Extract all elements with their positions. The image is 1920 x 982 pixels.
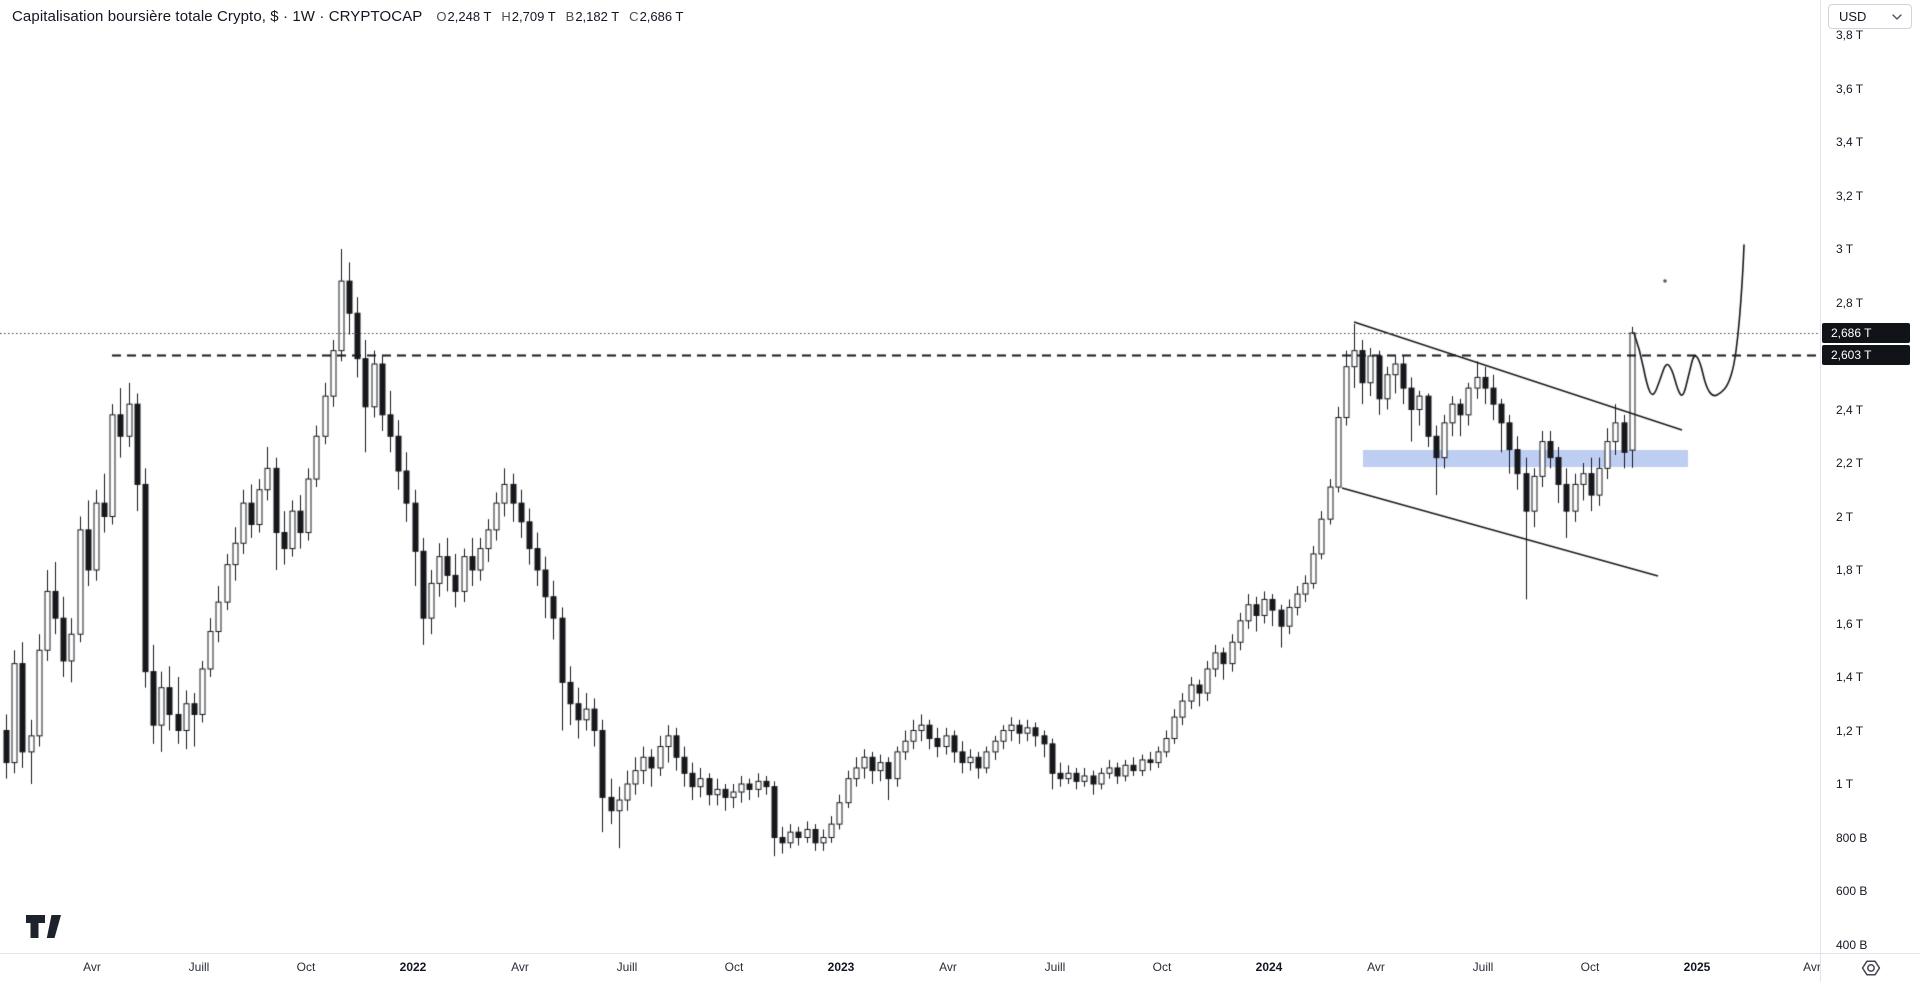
time-tick-label: 2023 [827, 960, 855, 974]
time-tick-label: Juill [1472, 960, 1494, 974]
price-tick-label: 3 T [1836, 242, 1854, 256]
chevron-down-icon [1892, 13, 1902, 20]
price-tick-label: 2,2 T [1836, 456, 1864, 470]
price-tick-label: 1,8 T [1836, 563, 1864, 577]
chart-pane[interactable] [0, 0, 1820, 953]
price-tick-label: 400 B [1836, 938, 1868, 952]
chart-title: Capitalisation boursière totale Crypto, … [12, 8, 423, 25]
price-tick-label: 1,2 T [1836, 724, 1864, 738]
time-axis[interactable]: Avr Juill Oct 2022 Avr Juill Oct 2023 Avr Juill Oc… [0, 953, 1820, 982]
price-tick-label: 1,4 T [1836, 670, 1864, 684]
time-tick-label: Avr [939, 960, 957, 974]
time-tick-label: Juill [616, 960, 638, 974]
ohlc-values: O 2,248 T H 2,709 T B 2,182 T C 2,686 T [436, 9, 683, 24]
price-tick-label: 3,8 T [1836, 28, 1864, 42]
time-tick-label: Avr [1803, 960, 1820, 974]
ohlc-close: C 2,686 T [629, 9, 684, 24]
price-badge-current: 2,686 T [1822, 323, 1910, 343]
price-axis[interactable]: 3,8 T 3,6 T 3,4 T 3,2 T 3 T 2,8 T 2,4 T 2,2 T 2 … [1820, 0, 1920, 953]
currency-value: USD [1839, 9, 1867, 24]
time-tick-label: Avr [511, 960, 529, 974]
time-tick-label: Oct [1152, 960, 1172, 974]
time-tick-label: Oct [296, 960, 316, 974]
price-badge-level: 2,603 T [1822, 345, 1910, 365]
axis-settings-corner[interactable] [1820, 953, 1920, 982]
time-tick-label: 2022 [399, 960, 427, 974]
ohlc-open: O 2,248 T [436, 9, 492, 24]
time-tick-label: Avr [83, 960, 101, 974]
tradingview-logo-icon [26, 915, 61, 938]
time-tick-label: Avr [1367, 960, 1385, 974]
price-tick-label: 2 T [1836, 510, 1854, 524]
price-tick-label: 600 B [1836, 884, 1868, 898]
time-tick-label: Juill [188, 960, 210, 974]
ohlc-high: H 2,709 T [501, 9, 556, 24]
price-tick-label: 3,4 T [1836, 135, 1864, 149]
time-tick-label: Oct [724, 960, 744, 974]
price-tick-label: 2,8 T [1836, 296, 1864, 310]
time-tick-label: 2024 [1255, 960, 1283, 974]
candlestick-chart-canvas[interactable] [0, 0, 1820, 953]
settings-gear-icon[interactable] [1860, 957, 1882, 979]
price-tick-label: 800 B [1836, 831, 1868, 845]
tradingview-logo[interactable] [24, 911, 64, 943]
price-tick-label: 3,2 T [1836, 189, 1864, 203]
price-tick-label: 1,6 T [1836, 617, 1864, 631]
price-tick-label: 1 T [1836, 777, 1854, 791]
currency-dropdown[interactable]: USD [1828, 4, 1912, 29]
price-tick-label: 3,6 T [1836, 82, 1864, 96]
time-tick-label: 2025 [1683, 960, 1711, 974]
time-tick-label: Juill [1044, 960, 1066, 974]
time-tick-label: Oct [1580, 960, 1600, 974]
ohlc-low: B 2,182 T [565, 9, 620, 24]
chart-legend: Capitalisation boursière totale Crypto, … [12, 8, 683, 25]
price-tick-label: 2,4 T [1836, 403, 1864, 417]
